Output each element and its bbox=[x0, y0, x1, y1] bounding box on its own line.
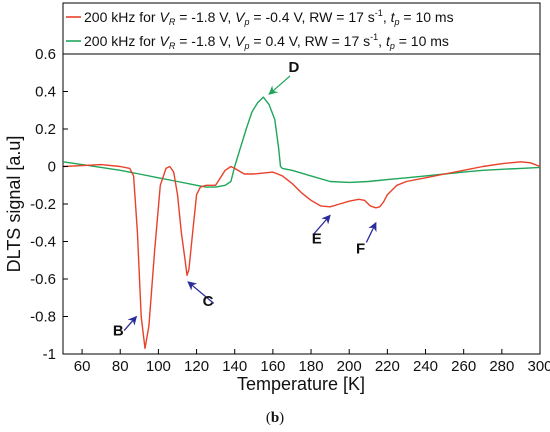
x-tick-label: 280 bbox=[489, 358, 514, 375]
plot-area bbox=[62, 53, 541, 355]
ticks-layer: 60 80 100 120 140 160 180 200 220 240 260 280 300 -1 -… bbox=[30, 46, 550, 375]
dlts-chart: B C D E F 60 80 100 120 140 160 180 200 220 240 260 280… bbox=[4, 2, 550, 394]
y-tick-label: 0.4 bbox=[35, 84, 56, 101]
annotation-label-c: C bbox=[203, 293, 214, 310]
x-tick-label: 240 bbox=[413, 358, 438, 375]
y-tick-label: -0.4 bbox=[30, 234, 56, 251]
y-tick-label: 0.2 bbox=[35, 121, 56, 138]
plot-frame bbox=[62, 53, 541, 355]
y-tick-label: -0.6 bbox=[30, 271, 56, 288]
annotation-label-e: E bbox=[312, 230, 322, 247]
x-tick-label: 80 bbox=[112, 358, 129, 375]
y-tick-label: -1 bbox=[43, 346, 56, 363]
series-line-green bbox=[62, 96, 541, 188]
y-tick-label: -0.2 bbox=[30, 196, 56, 213]
caption-letter: b bbox=[270, 410, 280, 426]
x-tick-label: 260 bbox=[451, 358, 476, 375]
annotation-label-b: B bbox=[113, 322, 124, 339]
y-tick-label: 0.6 bbox=[35, 46, 56, 63]
x-tick-label: 180 bbox=[299, 358, 324, 375]
x-tick-label: 160 bbox=[260, 358, 285, 375]
y-tick-label: -0.8 bbox=[30, 309, 56, 326]
annotation-label-d: D bbox=[288, 59, 299, 76]
x-tick-label: 300 bbox=[527, 358, 550, 375]
annotation-arrow-d bbox=[268, 75, 291, 95]
x-tick-label: 100 bbox=[146, 358, 171, 375]
annotation-arrow-c bbox=[187, 281, 215, 304]
x-tick-label: 200 bbox=[337, 358, 362, 375]
legend-entry-1: 200 kHz for VR = -1.8 V, Vp = 0.4 V, RW … bbox=[84, 32, 449, 51]
series-layer bbox=[62, 96, 541, 350]
legend-box bbox=[62, 2, 541, 55]
y-axis-title: DLTS signal [a.u] bbox=[4, 136, 24, 273]
x-tick-label: 60 bbox=[74, 358, 91, 375]
x-tick-label: 120 bbox=[184, 358, 209, 375]
annotation-arrow-b bbox=[123, 315, 138, 331]
y-tick-label: 0 bbox=[48, 159, 56, 176]
x-tick-label: 140 bbox=[222, 358, 247, 375]
annotation-arrow-e bbox=[312, 214, 331, 236]
x-tick-label: 220 bbox=[375, 358, 400, 375]
legend-entry-0: 200 kHz for VR = -1.8 V, Vp = -0.4 V, RW… bbox=[84, 8, 454, 27]
annotation-layer: B C D E F bbox=[113, 59, 377, 339]
figure-caption: (b) bbox=[265, 410, 285, 426]
x-axis-title: Temperature [K] bbox=[237, 374, 365, 394]
series-line-red bbox=[62, 161, 541, 350]
annotation-arrow-f bbox=[365, 221, 377, 243]
annotation-label-f: F bbox=[356, 240, 365, 257]
legend: 200 kHz for VR = -1.8 V, Vp = -0.4 V, RW… bbox=[62, 2, 541, 55]
